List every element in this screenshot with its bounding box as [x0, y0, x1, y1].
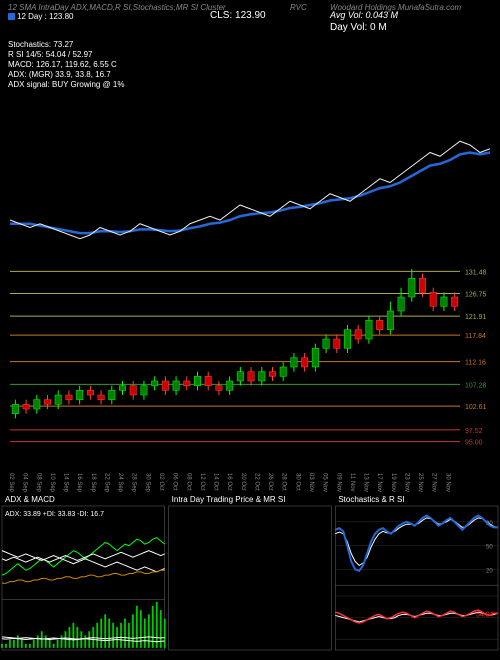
- svg-text:Intra Day Trading Price & MR: Intra Day Trading Price & MR SI: [172, 495, 286, 504]
- svg-text:30 Oct: 30 Oct: [294, 473, 300, 491]
- svg-text:14 Oct: 14 Oct: [213, 473, 219, 491]
- svg-text:28 Sep: 28 Sep: [131, 473, 137, 493]
- svg-text:20: 20: [486, 568, 493, 574]
- svg-text:23 Nov: 23 Nov: [403, 473, 409, 492]
- svg-text:12 Oct: 12 Oct: [199, 473, 205, 491]
- svg-text:03 Nov: 03 Nov: [308, 473, 314, 492]
- svg-text:13 Nov: 13 Nov: [363, 473, 369, 492]
- svg-text:107.28: 107.28: [465, 382, 487, 389]
- svg-text:10 Sep: 10 Sep: [49, 473, 55, 493]
- svg-text:126.75: 126.75: [465, 292, 487, 299]
- svg-text:24 Sep: 24 Sep: [117, 473, 123, 493]
- svg-text:22 Sep: 22 Sep: [103, 473, 109, 493]
- svg-text:30 Sep: 30 Sep: [144, 473, 150, 493]
- svg-text:16 Sep: 16 Sep: [76, 473, 82, 493]
- svg-text:09 Nov: 09 Nov: [335, 473, 341, 492]
- sma-legend: 12 Day : 123.80: [8, 12, 73, 21]
- svg-text:ADX & MACD: ADX & MACD: [5, 495, 55, 504]
- chart-canvas: 131.48 126.75 121.91 117.84 112.16 107.28 102.…: [0, 0, 500, 660]
- svg-text:54.04: 54.04: [476, 611, 494, 618]
- avg-vol: Avg Vol: 0.043 M: [330, 10, 398, 20]
- svg-text:19 Nov: 19 Nov: [390, 473, 396, 492]
- svg-text:131.48: 131.48: [465, 269, 487, 276]
- svg-text:ADX: 33.89 +DI: 33.83 -DI: 16.: ADX: 33.89 +DI: 33.83 -DI: 16.7: [5, 511, 104, 518]
- svg-text:06 Oct: 06 Oct: [172, 473, 178, 491]
- cls: CLS: 123.90: [210, 10, 266, 21]
- svg-text:04 Sep: 04 Sep: [22, 473, 28, 493]
- rsi-text: R SI 14/5: 54.04 / 52.97: [8, 50, 93, 59]
- svg-text:02 Sep: 02 Sep: [8, 473, 14, 493]
- adx-signal: ADX signal: BUY Growing @ 1%: [8, 80, 124, 89]
- svg-text:27 Nov: 27 Nov: [431, 473, 437, 492]
- svg-text:17 Nov: 17 Nov: [376, 473, 382, 492]
- svg-text:117.84: 117.84: [465, 333, 486, 340]
- svg-text:28 Oct: 28 Oct: [281, 473, 287, 491]
- header-ticker: RVC: [290, 3, 307, 12]
- svg-text:22 Oct: 22 Oct: [253, 473, 259, 491]
- svg-text:112.16: 112.16: [465, 360, 486, 367]
- sma-swatch: [8, 13, 15, 20]
- svg-text:08 Oct: 08 Oct: [185, 473, 191, 491]
- adx-text: ADX: (MGR) 33.9, 33.8, 16.7: [8, 70, 111, 79]
- svg-text:30 Nov: 30 Nov: [444, 473, 450, 492]
- stoch-text: Stochastics: 73.27: [8, 40, 73, 49]
- svg-text:05 Nov: 05 Nov: [322, 473, 328, 492]
- macd-text: MACD: 126.17, 119.62, 6.55 C: [8, 60, 117, 69]
- svg-text:14 Sep: 14 Sep: [63, 473, 69, 493]
- svg-text:95.00: 95.00: [465, 440, 483, 447]
- svg-text:Stochastics & R SI: Stochastics & R SI: [338, 495, 404, 504]
- day-vol: Day Vol: 0 M: [330, 22, 387, 33]
- svg-text:08 Sep: 08 Sep: [35, 473, 41, 493]
- svg-text:97.52: 97.52: [465, 428, 483, 435]
- svg-text:16 Oct: 16 Oct: [226, 473, 232, 491]
- svg-text:50: 50: [486, 545, 493, 551]
- svg-text:02 Oct: 02 Oct: [158, 473, 164, 491]
- svg-text:20 Oct: 20 Oct: [240, 473, 246, 491]
- svg-text:11 Nov: 11 Nov: [349, 473, 355, 492]
- svg-text:26 Oct: 26 Oct: [267, 473, 273, 491]
- svg-text:121.91: 121.91: [465, 314, 487, 321]
- header-line1-left: 12 SMA IntraDay ADX,MACD,R SI,Stochastic…: [8, 3, 226, 12]
- svg-text:102.61: 102.61: [465, 404, 487, 411]
- svg-text:25 Nov: 25 Nov: [417, 473, 423, 492]
- svg-text:18 Sep: 18 Sep: [90, 473, 96, 493]
